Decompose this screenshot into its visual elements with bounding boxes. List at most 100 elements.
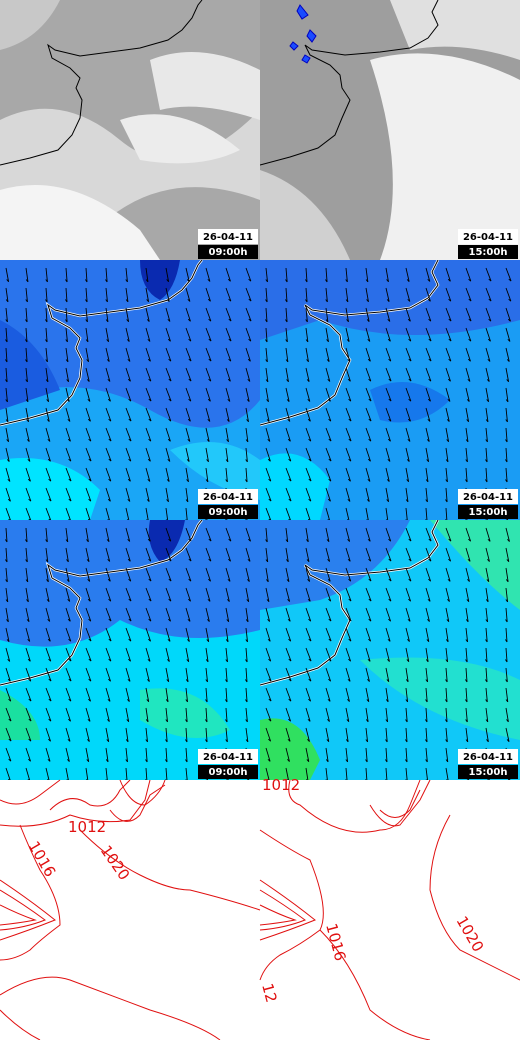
wind-arrow xyxy=(445,667,448,682)
wind-arrow xyxy=(385,307,391,322)
wind-arrow-head xyxy=(166,279,169,283)
wind-arrow xyxy=(125,647,131,662)
wind-arrow xyxy=(45,327,48,342)
wind-arrow xyxy=(385,707,389,722)
wind-arrow-head xyxy=(388,598,392,602)
wind-arrow-head xyxy=(388,378,392,382)
wind-arrow xyxy=(385,607,392,622)
wind-arrow-head xyxy=(227,278,231,282)
wind-arrow-head xyxy=(86,539,89,543)
wind-arrow-head xyxy=(447,278,451,282)
wind-arrow-head xyxy=(445,719,448,723)
wind-arrow xyxy=(365,687,370,702)
wind-arrow xyxy=(205,407,211,422)
date-box xyxy=(198,229,258,244)
wind-arrow xyxy=(105,347,110,362)
wind-arrow xyxy=(105,307,109,322)
wind-arrow-head xyxy=(505,699,509,703)
wind-arrow-head xyxy=(168,538,172,542)
wind-arrow xyxy=(205,467,209,482)
wind-arrow xyxy=(385,487,390,502)
wind-arrow xyxy=(5,487,11,502)
wind-arrow xyxy=(185,447,190,462)
wind-arrow-head xyxy=(5,339,8,343)
wind-arrow xyxy=(265,287,268,302)
wind-arrow xyxy=(85,547,90,562)
wind-arrow-head xyxy=(465,619,469,623)
wind-arrow xyxy=(385,627,391,642)
wind-arrow xyxy=(505,567,509,582)
wind-arrow-head xyxy=(105,319,109,323)
wind-arrow-head xyxy=(425,679,428,683)
wind-arrow xyxy=(125,387,132,402)
wind-arrow xyxy=(185,467,189,482)
wind-arrow-head xyxy=(128,658,131,662)
wind-arrow xyxy=(245,727,249,742)
wind-arrow xyxy=(105,727,110,742)
wind-arrow-head xyxy=(165,719,168,723)
wind-arrow xyxy=(165,487,169,502)
wind-arrow-head xyxy=(425,719,428,723)
wind-arrow-head xyxy=(388,558,392,562)
wind-arrow-head xyxy=(328,458,332,462)
wind-arrow-head xyxy=(188,378,192,382)
wind-arrow-head xyxy=(6,619,9,623)
wind-arrow xyxy=(445,587,450,602)
wind-arrow xyxy=(325,387,331,402)
wind-arrow-head xyxy=(485,519,487,520)
wind-arrow xyxy=(65,567,70,582)
wind-arrow-head xyxy=(165,519,168,520)
wind-arrow-head xyxy=(345,739,349,743)
wind-arrow xyxy=(425,307,432,322)
isobar-label: 12 xyxy=(258,981,280,1004)
wind-arrow xyxy=(25,767,31,780)
wind-arrow-head xyxy=(425,479,429,483)
wind-arrow-head xyxy=(6,439,9,443)
wind-arrow xyxy=(505,627,508,642)
wind-arrow xyxy=(205,527,212,542)
wind-arrow xyxy=(425,767,428,780)
wind-arrow-head xyxy=(388,418,392,422)
wind-arrow xyxy=(485,547,490,562)
wind-arrow xyxy=(445,507,448,520)
wind-arrow-head xyxy=(328,438,332,442)
wind-arrow xyxy=(505,307,511,322)
wind-arrow xyxy=(245,527,251,542)
wind-arrow xyxy=(185,507,188,520)
wind-arrow xyxy=(465,667,468,682)
wind-arrow-head xyxy=(487,538,491,542)
wind-arrow xyxy=(185,667,189,682)
wind-arrow-head xyxy=(45,559,49,563)
wind-arrow xyxy=(445,487,448,502)
wind-arrow-head xyxy=(388,398,392,402)
wind-arrow xyxy=(125,767,128,780)
wind-arrow-head xyxy=(326,339,329,343)
wind-arrow xyxy=(325,527,330,542)
wind-arrow-head xyxy=(386,499,389,503)
wind-arrow-head xyxy=(168,618,171,622)
wind-arrow xyxy=(65,347,69,362)
wind-arrow xyxy=(265,627,271,642)
wind-arrow-head xyxy=(347,498,351,502)
wind-arrow-head xyxy=(225,459,229,463)
wind-arrow xyxy=(505,667,508,682)
wind-arrow xyxy=(425,467,429,482)
wind-arrow-head xyxy=(265,359,268,363)
wind-arrow xyxy=(505,727,510,742)
wind-arrow xyxy=(5,307,8,322)
wind-arrow-head xyxy=(325,299,328,303)
wind-arrow xyxy=(405,587,412,602)
wind-arrow xyxy=(105,467,112,482)
wind-arrow xyxy=(205,727,208,742)
wind-arrow-head xyxy=(485,719,489,723)
wind-arrow xyxy=(325,327,329,342)
wind-arrow xyxy=(425,427,430,442)
wind-arrow xyxy=(265,647,272,662)
wind-arrow xyxy=(85,287,88,302)
wind-arrow-head xyxy=(308,698,311,702)
wind-arrow xyxy=(485,427,488,442)
wind-arrow xyxy=(125,707,130,722)
wind-arrow xyxy=(385,467,390,482)
time-label: 15:00h xyxy=(469,767,508,778)
wind-arrow xyxy=(385,587,392,602)
